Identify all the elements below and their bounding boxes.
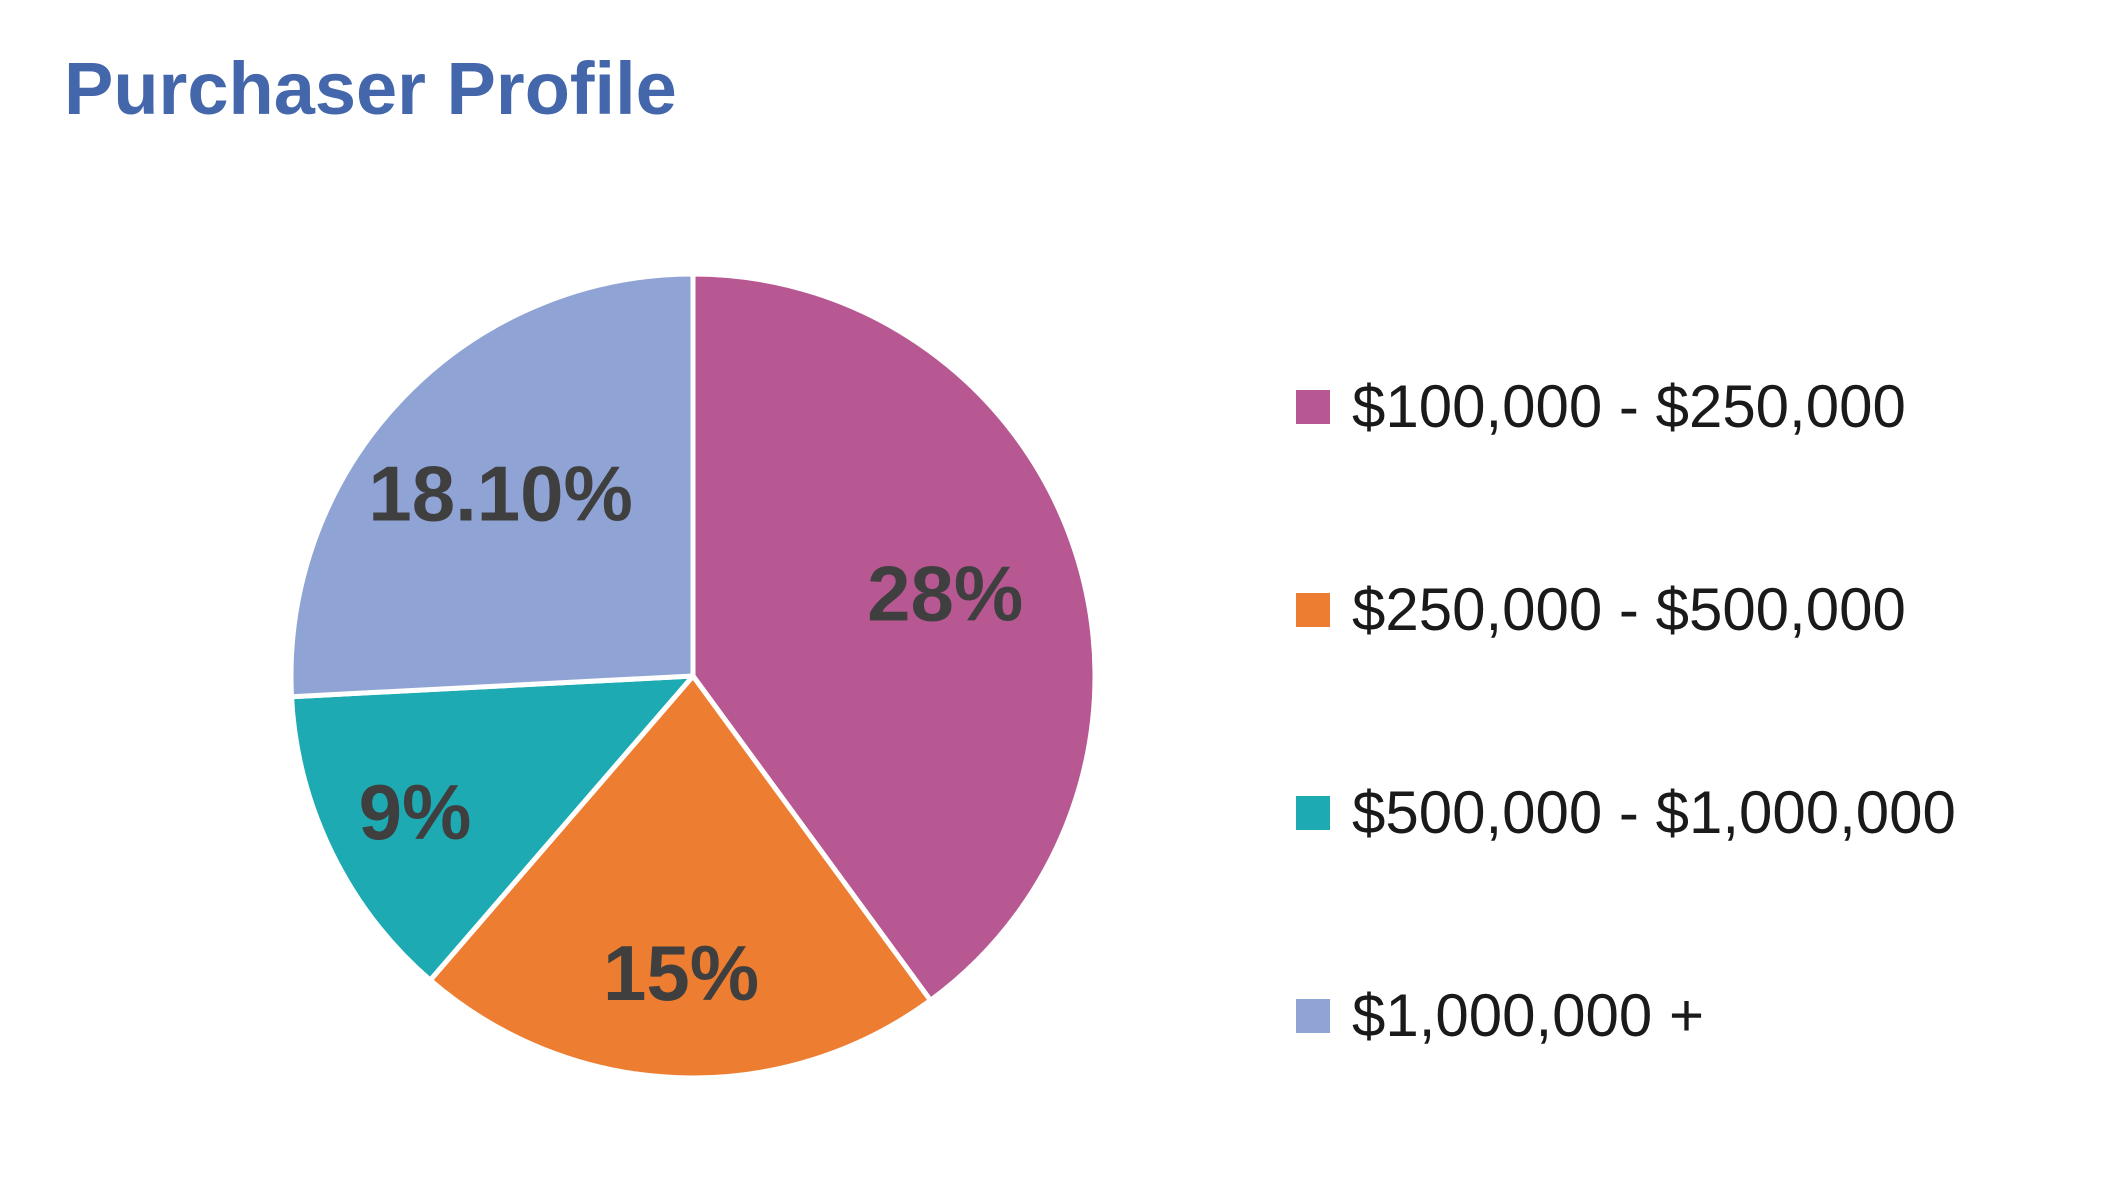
chart-title: Purchaser Profile xyxy=(64,47,677,130)
pie-slice xyxy=(288,271,696,700)
legend-label: $500,000 - $1,000,000 xyxy=(1352,779,1956,846)
legend-label: $250,000 - $500,000 xyxy=(1352,576,1906,643)
pie-data-label: 9% xyxy=(359,768,472,856)
legend-item: $1,000,000 + xyxy=(1296,914,1956,1117)
legend-swatch xyxy=(1296,592,1330,627)
legend-swatch xyxy=(1296,998,1330,1033)
legend-item: $500,000 - $1,000,000 xyxy=(1296,711,1956,914)
legend-item: $250,000 - $500,000 xyxy=(1296,508,1956,711)
pie-slices xyxy=(288,271,1098,1081)
pie-data-labels: 28% 15% 9% 18.10% xyxy=(359,449,1024,1017)
pie-data-label: 15% xyxy=(603,929,759,1017)
pie-slice xyxy=(690,271,1098,1003)
pie-data-label: 18.10% xyxy=(368,449,633,537)
legend-swatch xyxy=(1296,795,1330,830)
legend-item: $100,000 - $250,000 xyxy=(1296,305,1956,508)
chart-legend: $100,000 - $250,000 $250,000 - $500,000 … xyxy=(1296,305,1956,1117)
legend-label: $100,000 - $250,000 xyxy=(1352,373,1906,440)
pie-data-label: 28% xyxy=(867,550,1023,638)
pie-slice xyxy=(289,673,696,983)
pie-slice xyxy=(427,673,933,1081)
legend-label: $1,000,000 + xyxy=(1352,982,1705,1049)
legend-swatch xyxy=(1296,389,1330,424)
